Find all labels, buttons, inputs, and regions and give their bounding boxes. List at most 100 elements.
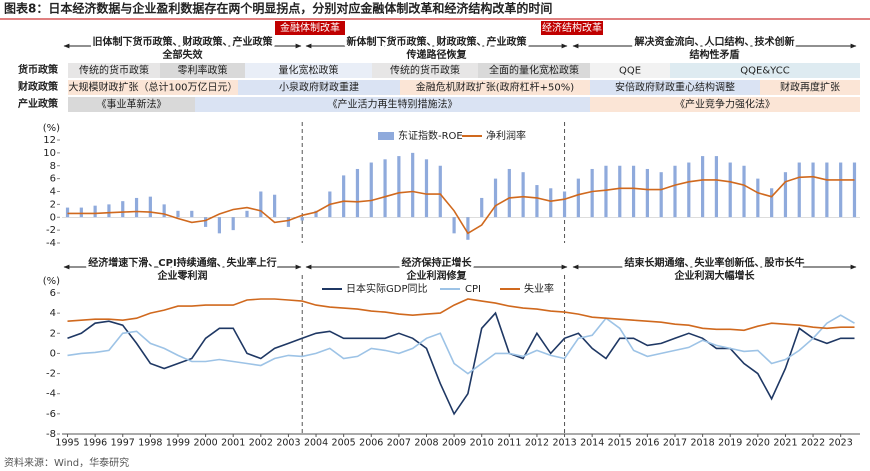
x-tick-label: 2020 <box>746 438 770 449</box>
bar <box>93 205 97 218</box>
policy-row-name: 货币政策 <box>18 63 59 76</box>
x-tick-label: 2007 <box>387 438 411 449</box>
policy-text: QQE <box>619 66 641 77</box>
bar <box>742 165 746 218</box>
y-tick-label: 2 <box>50 199 56 210</box>
bar <box>107 204 111 218</box>
policy-text: 金融危机财政扩张(政府杠杆+50%) <box>416 81 575 94</box>
legend-swatch <box>378 132 394 140</box>
y-axis-unit: (%) <box>43 276 60 287</box>
bar <box>756 178 760 218</box>
period-text: 旧体制下货币政策、财政政策、产业政策 <box>93 35 274 48</box>
y-tick-label: 4 <box>50 187 56 198</box>
period-text: 结构性矛盾 <box>690 48 740 61</box>
line <box>67 298 855 332</box>
x-tick-label: 2012 <box>525 438 549 449</box>
policy-text: 小泉政府财政重建 <box>279 81 359 94</box>
period-text: 新体制下货币政策、财政政策、产业政策 <box>347 35 528 48</box>
period-text: 传递路径恢复 <box>406 48 468 61</box>
bar <box>549 188 553 218</box>
bar <box>134 197 139 218</box>
x-tick-label: 2009 <box>442 438 466 449</box>
policy-box <box>590 80 760 95</box>
period-text: 企业利润修复 <box>406 269 468 282</box>
bar <box>576 178 580 218</box>
bar <box>121 201 125 218</box>
x-tick-label: 1997 <box>111 438 135 449</box>
bar <box>618 165 622 218</box>
bar <box>714 156 719 218</box>
bar <box>783 172 788 218</box>
bar <box>369 162 373 218</box>
policy-box <box>68 97 195 112</box>
bar <box>231 217 235 231</box>
y-tick-label: 4 <box>50 308 56 319</box>
y-tick-label: 10 <box>43 148 56 159</box>
y-tick-label: -2 <box>46 225 56 236</box>
bar <box>452 217 456 234</box>
bar <box>701 156 705 218</box>
bar <box>245 210 249 218</box>
bar <box>659 172 663 218</box>
y-tick-label: 8 <box>50 161 56 172</box>
policy-text: 《事业革新法》 <box>97 98 167 111</box>
bar <box>839 162 843 218</box>
bar <box>687 162 691 218</box>
y-axis-unit: (%) <box>43 123 60 134</box>
bar <box>811 162 815 218</box>
policy-box <box>68 63 160 78</box>
policy-box <box>400 80 590 95</box>
x-tick-label: 1998 <box>138 438 162 449</box>
bar <box>631 165 636 218</box>
bar <box>424 159 429 218</box>
bar <box>521 172 525 218</box>
y-tick-label: -2 <box>46 369 56 380</box>
bar <box>535 185 539 218</box>
y-tick-label: 6 <box>50 288 56 299</box>
bar <box>259 191 263 218</box>
x-tick-label: 2011 <box>497 438 521 449</box>
policy-box <box>590 63 670 78</box>
bar <box>65 207 70 218</box>
bar <box>203 217 208 227</box>
y-tick-label: -8 <box>46 429 56 440</box>
y-tick-label: -4 <box>46 389 56 400</box>
period-text: 经济保持正增长 <box>402 256 473 269</box>
bar <box>314 210 318 218</box>
x-tick-label: 1996 <box>83 438 107 449</box>
bar <box>852 162 857 218</box>
bar <box>176 210 180 218</box>
x-tick-label: 2004 <box>304 438 328 449</box>
bar <box>190 210 194 218</box>
period-text: 企业利润大幅增长 <box>674 269 756 282</box>
x-tick-label: 2003 <box>276 438 300 449</box>
legend-label: 日本实际GDP同比 <box>346 282 427 295</box>
line <box>67 314 855 375</box>
bar <box>480 197 484 218</box>
policy-row-name: 财政政策 <box>17 80 59 93</box>
bar <box>466 217 470 240</box>
legend-label: 东证指数-ROE <box>398 129 463 142</box>
policy-box <box>760 80 860 95</box>
policy-text: 全面的量化宽松政策 <box>489 64 579 77</box>
policy-row-name: 产业政策 <box>18 97 59 110</box>
x-tick-label: 2008 <box>414 438 438 449</box>
bar <box>397 156 401 218</box>
reform-badge <box>275 21 345 35</box>
x-tick-label: 2019 <box>718 438 742 449</box>
legend-label: 失业率 <box>524 282 554 295</box>
x-tick-label: 2000 <box>193 438 217 449</box>
y-tick-label: 12 <box>43 135 56 146</box>
period-text: 结束长期通缩、失业率创新低、股市长牛 <box>625 256 805 269</box>
reform-label: 金融体制改革 <box>280 21 340 34</box>
policy-box <box>372 63 478 78</box>
policy-box <box>160 63 245 78</box>
bar <box>728 162 732 218</box>
policy-box <box>245 63 372 78</box>
policy-text: QQE&YCC <box>740 66 789 77</box>
bar <box>645 168 649 218</box>
bar <box>604 165 608 218</box>
y-tick-label: 0 <box>50 348 56 359</box>
x-tick-label: 2016 <box>635 438 659 449</box>
policy-box <box>238 80 400 95</box>
